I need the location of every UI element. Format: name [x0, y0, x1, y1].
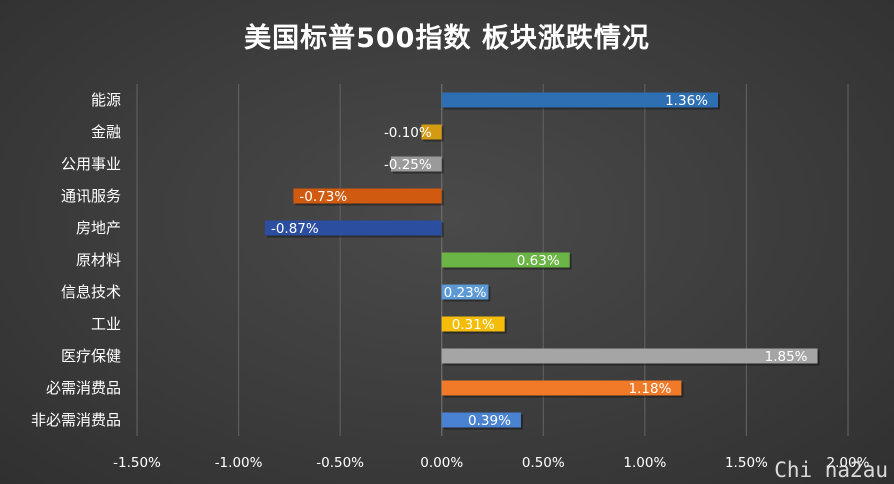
bar — [441, 348, 818, 364]
x-tick-label: -1.00% — [215, 455, 263, 471]
data-label: 1.85% — [765, 349, 808, 365]
bar — [421, 124, 442, 140]
x-tick-labels: -1.50% -1.00% -0.50% 0.00% 0.50% 1.00% 1.50% 2.… — [113, 455, 869, 471]
data-label: 0.63% — [517, 253, 560, 269]
category-label: 医疗保健 — [61, 347, 121, 365]
x-tick-label: -1.50% — [113, 455, 161, 471]
category-label: 房地产 — [76, 219, 121, 237]
data-label: -0.87% — [271, 221, 319, 237]
data-label: -0.10% — [384, 125, 432, 141]
category-label: 非必需消费品 — [31, 411, 121, 429]
category-label: 工业 — [91, 315, 121, 333]
data-label: 0.39% — [468, 413, 511, 429]
category-label: 通讯服务 — [61, 187, 121, 205]
category-label: 能源 — [91, 91, 121, 109]
bar — [441, 92, 718, 108]
bar — [441, 380, 682, 396]
data-label: 0.31% — [452, 317, 495, 333]
x-tick-label: 1.50% — [725, 455, 768, 471]
bar — [293, 188, 442, 204]
data-labels: 1.36% -0.10% -0.25% -0.73% -0.87% 0.63% 0.23% 0… — [271, 93, 808, 429]
gridlines — [136, 84, 849, 436]
category-label: 原材料 — [76, 251, 121, 269]
data-label: -0.25% — [384, 157, 432, 173]
bar — [441, 284, 489, 300]
bar — [264, 220, 442, 236]
category-label: 金融 — [91, 123, 121, 141]
x-tick-label: 0.00% — [420, 455, 463, 471]
watermark: Chi na2au — [774, 458, 888, 482]
data-label: 0.23% — [444, 285, 487, 301]
x-tick-label: 2.00% — [827, 455, 870, 471]
data-label: -0.73% — [299, 189, 347, 205]
category-label: 必需消费品 — [46, 379, 121, 397]
x-tick-label: 1.00% — [623, 455, 666, 471]
bar — [390, 156, 442, 172]
data-label: 1.36% — [665, 93, 708, 109]
x-tick-label: 0.50% — [522, 455, 565, 471]
bar — [441, 412, 521, 428]
bars — [264, 92, 820, 430]
category-label: 公用事业 — [61, 155, 121, 173]
x-tick-label: -0.50% — [316, 455, 364, 471]
bar — [441, 316, 505, 332]
bar — [441, 252, 570, 268]
data-label: 1.18% — [629, 381, 672, 397]
chart-title: 美国标普500指数 板块涨跌情况 — [244, 23, 650, 54]
category-label: 信息技术 — [61, 283, 121, 301]
